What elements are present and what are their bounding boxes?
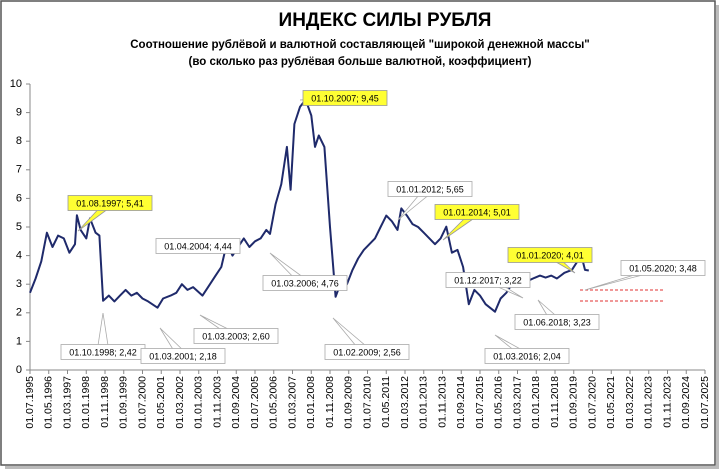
annotation: 01.03.2003; 2,60 bbox=[193, 314, 279, 344]
x-tick-label: 01.01.2018 bbox=[530, 376, 542, 429]
x-tick-label: 01.07.2020 bbox=[586, 376, 598, 429]
annotation: 01.03.2016; 2,04 bbox=[484, 334, 570, 364]
callout-label: 01.08.1997; 5,41 bbox=[76, 198, 144, 208]
y-tick-label: 10 bbox=[10, 78, 22, 90]
x-tick-label: 01.11.2013 bbox=[436, 376, 448, 428]
callout-label: 01.02.2009; 2,56 bbox=[333, 347, 401, 357]
x-tick-label: 01.11.2023 bbox=[661, 376, 673, 428]
callout-label: 01.03.2001; 2,18 bbox=[149, 351, 217, 361]
callout-box bbox=[620, 260, 706, 276]
callout-label: 01.06.2018; 3,23 bbox=[523, 317, 591, 327]
x-tick-label: 01.05.2016 bbox=[493, 376, 505, 429]
x-tick-label: 01.03.1997 bbox=[61, 376, 73, 429]
x-tick-label: 01.11.2018 bbox=[549, 376, 561, 428]
annotation: 01.01.2014; 5,01 bbox=[434, 204, 520, 241]
x-tick-label: 01.03.2007 bbox=[286, 376, 298, 429]
x-tick-label: 01.05.2006 bbox=[268, 376, 280, 429]
callout-box bbox=[67, 195, 153, 211]
x-tick-label: 01.07.2005 bbox=[249, 376, 261, 429]
x-tick-label: 01.07.1995 bbox=[24, 376, 36, 429]
callout-label: 01.03.2003; 2,60 bbox=[202, 331, 270, 341]
y-tick-label: 7 bbox=[16, 164, 22, 176]
callout-box bbox=[434, 204, 520, 220]
x-tick-label: 01.07.2000 bbox=[136, 376, 148, 429]
x-tick-label: 01.05.2021 bbox=[605, 376, 617, 429]
x-tick-label: 01.09.2019 bbox=[568, 376, 580, 429]
x-tick-label: 01.01.2008 bbox=[305, 376, 317, 429]
y-tick-label: 0 bbox=[16, 364, 22, 376]
x-tick-label: 01.03.2022 bbox=[624, 376, 636, 429]
callout-label: 01.01.2012; 5,65 bbox=[396, 184, 464, 194]
x-tick-label: 01.09.2004 bbox=[230, 376, 242, 429]
x-tick-label: 01.09.2024 bbox=[680, 376, 692, 429]
y-tick-label: 6 bbox=[16, 192, 22, 204]
x-tick-label: 01.05.1996 bbox=[43, 376, 55, 429]
x-tick-label: 01.03.2002 bbox=[174, 376, 186, 429]
x-tick-label: 01.01.2003 bbox=[193, 376, 205, 429]
shadow bbox=[5, 466, 719, 469]
callout-box bbox=[514, 314, 600, 330]
annotation: 01.03.2006; 4,76 bbox=[262, 252, 348, 291]
annotation: 01.06.2018; 3,23 bbox=[514, 299, 600, 330]
annotation: 01.10.2007; 9,45 bbox=[299, 90, 388, 106]
x-tick-label: 01.11.2003 bbox=[211, 376, 223, 428]
x-tick-label: 01.05.2001 bbox=[155, 376, 167, 429]
x-tick-label: 01.03.2017 bbox=[511, 376, 523, 429]
y-tick-label: 5 bbox=[16, 221, 22, 233]
callout-box bbox=[387, 181, 473, 197]
x-tick-label: 01.07.2015 bbox=[474, 376, 486, 429]
x-tick-label: 01.01.2013 bbox=[418, 376, 430, 429]
callout-label: 01.04.2004; 4,44 bbox=[164, 241, 232, 251]
callout-label: 01.03.2016; 2,04 bbox=[493, 351, 561, 361]
y-tick-label: 2 bbox=[16, 307, 22, 319]
callout-box bbox=[507, 247, 593, 263]
y-tick-label: 3 bbox=[16, 278, 22, 290]
x-tick-label: 01.09.2009 bbox=[343, 376, 355, 429]
callout-label: 01.12.2017; 3,22 bbox=[454, 275, 522, 285]
callout-label: 01.10.2007; 9,45 bbox=[311, 93, 379, 103]
annotation: 01.05.2020; 3,48 bbox=[584, 260, 706, 291]
x-tick-label: 01.07.2025 bbox=[699, 376, 711, 429]
x-tick-label: 01.11.2008 bbox=[324, 376, 336, 428]
y-tick-label: 8 bbox=[16, 135, 22, 147]
x-tick-label: 01.11.1998 bbox=[99, 376, 111, 428]
y-tick-label: 4 bbox=[16, 250, 22, 262]
x-tick-label: 01.09.2014 bbox=[455, 376, 467, 429]
x-tick-label: 01.05.2011 bbox=[380, 376, 392, 428]
callout-box bbox=[484, 348, 570, 364]
callout-box bbox=[262, 275, 348, 291]
subtitle: (во сколько раз рублёвая больше валютной… bbox=[189, 56, 532, 68]
y-tick-label: 9 bbox=[16, 107, 22, 119]
x-tick-label: 01.01.1998 bbox=[80, 376, 92, 429]
callout-label: 01.05.2020; 3,48 bbox=[629, 263, 697, 273]
callout-label: 01.01.2014; 5,01 bbox=[443, 207, 511, 217]
y-tick-label: 1 bbox=[16, 335, 22, 347]
subtitle: Соотношение рублёвой и валютной составля… bbox=[130, 39, 590, 51]
annotation: 01.12.2017; 3,22 bbox=[445, 272, 531, 299]
callout-box bbox=[324, 344, 410, 360]
callout-label: 01.03.2006; 4,76 bbox=[271, 278, 339, 288]
annotation: 01.01.2020; 4,01 bbox=[507, 247, 593, 274]
x-tick-label: 01.01.2023 bbox=[643, 376, 655, 429]
annotation: 01.04.2004; 4,44 bbox=[155, 238, 241, 254]
annotation: 01.08.1997; 5,41 bbox=[67, 195, 153, 232]
callout-label: 01.10.1998; 2,42 bbox=[69, 347, 137, 357]
x-tick-label: 01.07.2010 bbox=[361, 376, 373, 429]
callout-box bbox=[193, 328, 279, 344]
x-tick-label: 01.09.1999 bbox=[118, 376, 130, 429]
callout-label: 01.01.2020; 4,01 bbox=[516, 250, 584, 260]
x-tick-label: 01.03.2012 bbox=[399, 376, 411, 429]
callout-box bbox=[302, 90, 388, 106]
shadow bbox=[716, 5, 719, 468]
callout-box bbox=[140, 348, 226, 364]
chart-title: ИНДЕКС СИЛЫ РУБЛЯ bbox=[279, 10, 492, 31]
annotation: 01.02.2009; 2,56 bbox=[324, 317, 410, 360]
annotation: 01.03.2001; 2,18 bbox=[140, 327, 226, 364]
callout-box bbox=[445, 272, 531, 288]
annotation: 01.10.1998; 2,42 bbox=[60, 312, 146, 360]
annotation: 01.01.2012; 5,65 bbox=[387, 181, 473, 221]
callout-box bbox=[155, 238, 241, 254]
